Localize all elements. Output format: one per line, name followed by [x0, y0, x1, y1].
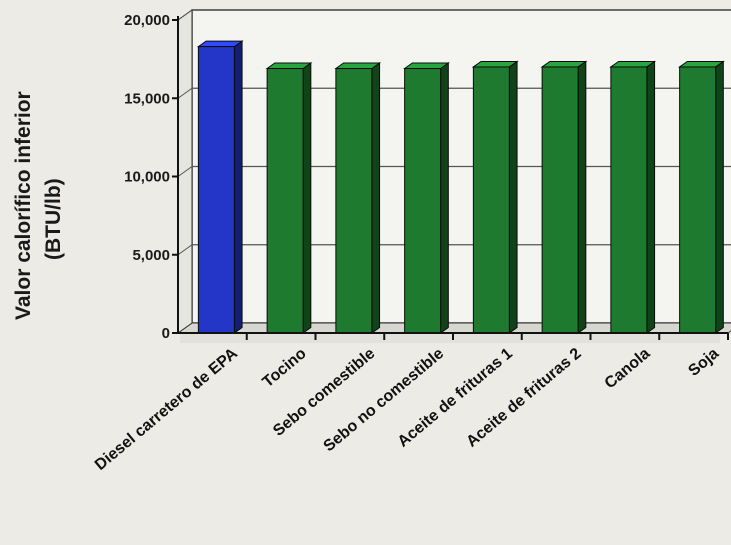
bar-top: [471, 60, 519, 68]
bar-top: [678, 60, 725, 68]
bar: [471, 60, 519, 334]
bar-front: [266, 68, 304, 334]
gridline-side: [177, 9, 193, 21]
y-axis-label-line2: (BTU/lb): [42, 178, 65, 260]
bar-front: [679, 66, 717, 334]
y-axis-ticks: 0 5,000 10,000 15,000 20,000: [124, 12, 179, 342]
bar-front: [541, 66, 579, 334]
bar: [265, 62, 313, 334]
bar-front: [472, 66, 510, 334]
bar-top: [403, 62, 450, 70]
gridline-side: [177, 166, 193, 177]
bar-top: [609, 60, 657, 68]
bar-side: [371, 62, 381, 334]
y-tick-label: 5,000: [132, 247, 170, 264]
bar: [196, 40, 244, 334]
bar-side: [302, 62, 312, 334]
bar-side: [233, 40, 243, 334]
bar-top: [196, 40, 244, 48]
bar-front: [197, 46, 235, 334]
bar: [334, 62, 382, 334]
bar-front: [335, 68, 373, 334]
y-axis-label-line1: Valor calorífico inferior: [12, 91, 35, 320]
bar-side: [646, 60, 656, 334]
y-tick-label: 10,000: [124, 169, 170, 186]
bar-front: [610, 66, 648, 334]
bar-side: [440, 62, 449, 334]
bar-top: [540, 60, 588, 68]
bar-side: [577, 60, 587, 334]
bar: [403, 62, 450, 334]
bar-top: [265, 62, 313, 70]
bar-front: [404, 68, 442, 334]
gridline-side: [177, 87, 193, 99]
y-tick-label: 15,000: [124, 90, 170, 107]
bar-side: [715, 60, 724, 334]
bar: [540, 60, 588, 334]
bar-top: [334, 62, 382, 70]
y-tick-label: 20,000: [124, 12, 170, 29]
gridline-side: [177, 244, 193, 256]
bar-side: [508, 60, 518, 334]
y-tick-label: 0: [162, 325, 170, 342]
bar: [609, 60, 657, 334]
bars: [196, 40, 725, 334]
background-text-line: [180, 334, 720, 343]
bar: [678, 60, 725, 334]
